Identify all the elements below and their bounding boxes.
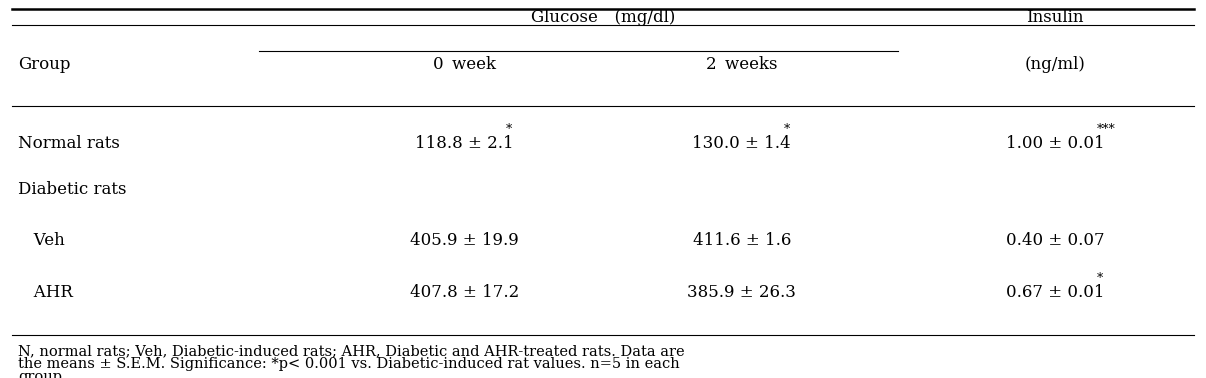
Text: 1.00 ± 0.01: 1.00 ± 0.01 [1006, 135, 1105, 152]
Text: *: * [784, 123, 790, 136]
Text: (ng/ml): (ng/ml) [1025, 56, 1085, 73]
Text: Normal rats: Normal rats [18, 135, 119, 152]
Text: 2 weeks: 2 weeks [706, 56, 778, 73]
Text: the means ± S.E.M. Significance: *p< 0.001 vs. Diabetic-induced rat values. n=5 : the means ± S.E.M. Significance: *p< 0.0… [18, 357, 680, 371]
Text: AHR: AHR [18, 285, 74, 301]
Text: 130.0 ± 1.4: 130.0 ± 1.4 [692, 135, 791, 152]
Text: group.: group. [18, 370, 66, 378]
Text: Group: Group [18, 56, 71, 73]
Text: 0.40 ± 0.07: 0.40 ± 0.07 [1006, 232, 1105, 248]
Text: Glucose (mg/dl): Glucose (mg/dl) [531, 9, 675, 25]
Text: 385.9 ± 26.3: 385.9 ± 26.3 [687, 285, 796, 301]
Text: Insulin: Insulin [1026, 9, 1084, 25]
Text: N, normal rats; Veh, Diabetic-induced rats; AHR, Diabetic and AHR-treated rats. : N, normal rats; Veh, Diabetic-induced ra… [18, 344, 685, 358]
Text: 118.8 ± 2.1: 118.8 ± 2.1 [415, 135, 514, 152]
Text: 0 week: 0 week [433, 56, 496, 73]
Text: *: * [1097, 273, 1103, 285]
Text: Diabetic rats: Diabetic rats [18, 181, 127, 197]
Text: *: * [507, 123, 513, 136]
Text: ***: *** [1097, 123, 1116, 136]
Text: 0.67 ± 0.01: 0.67 ± 0.01 [1006, 285, 1105, 301]
Text: Veh: Veh [18, 232, 65, 248]
Text: 411.6 ± 1.6: 411.6 ± 1.6 [692, 232, 791, 248]
Text: 405.9 ± 19.9: 405.9 ± 19.9 [410, 232, 519, 248]
Text: 407.8 ± 17.2: 407.8 ± 17.2 [410, 285, 519, 301]
